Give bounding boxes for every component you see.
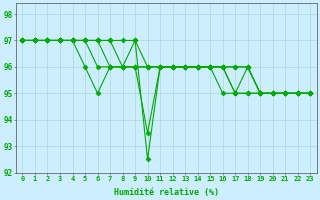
X-axis label: Humidité relative (%): Humidité relative (%) — [114, 188, 219, 197]
